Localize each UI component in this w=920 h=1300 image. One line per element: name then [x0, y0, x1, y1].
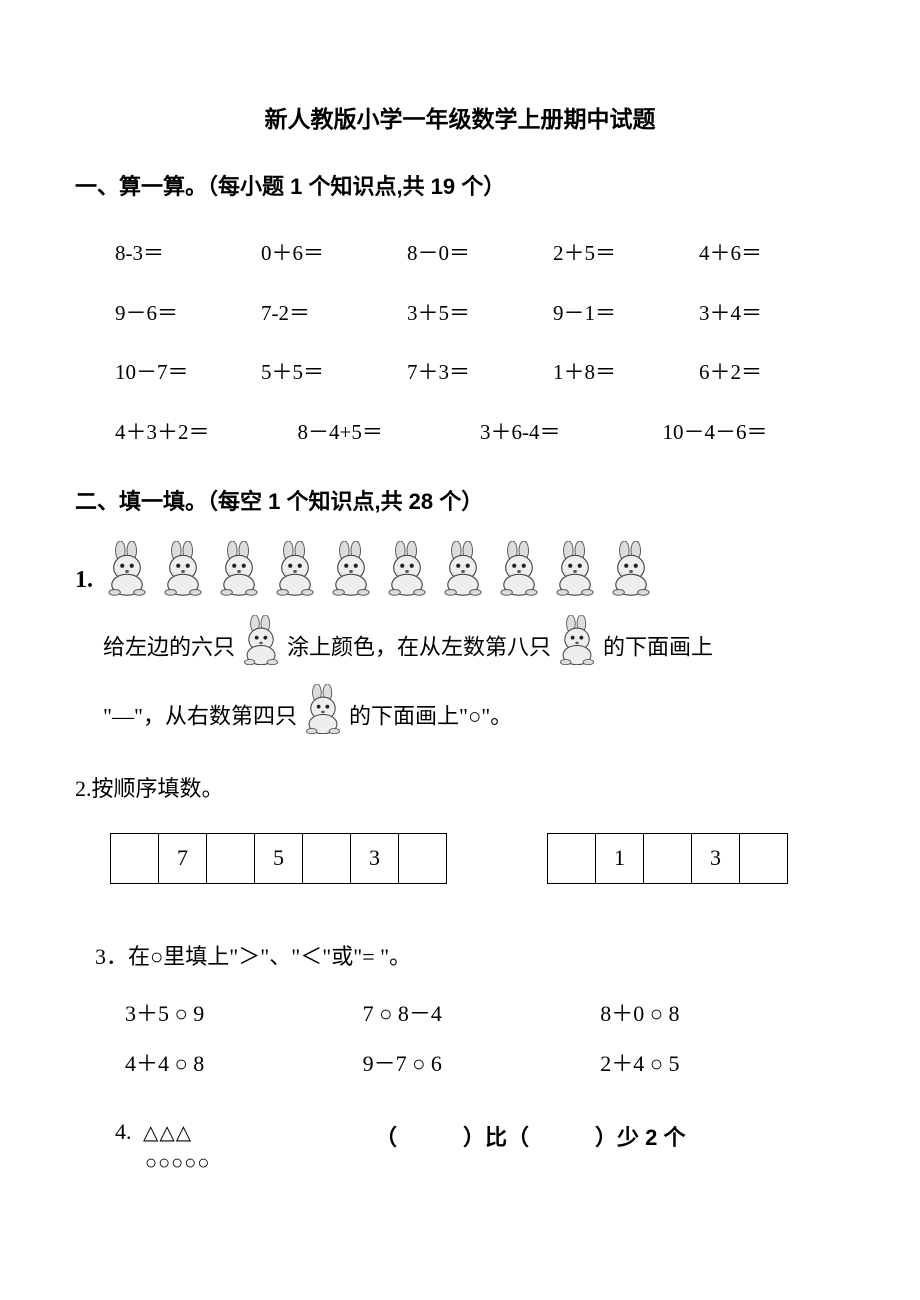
calc-cell: 8－0＝ [407, 226, 553, 281]
rabbit-icon [215, 541, 263, 596]
circles: ○○○○○ [145, 1152, 210, 1174]
compare-cell: 7 ○ 8－4 [363, 996, 601, 1028]
q4-text: （ ）比（ ）少 2 个 [375, 1118, 685, 1152]
compare-cell: 8＋0 ○ 8 [600, 996, 838, 1028]
compare-cell: 9－7 ○ 6 [363, 1046, 601, 1078]
calc-cell: 4＋3＋2＝ [115, 405, 298, 460]
rabbit-icon [555, 615, 599, 684]
calc-cell: 8－4+5＝ [298, 405, 481, 460]
compare-cell: 3＋5 ○ 9 [125, 996, 363, 1028]
q1-text-part: 涂上颜色，在从左数第八只 [287, 634, 551, 659]
question-1: 1. [75, 541, 845, 596]
q3-label: 3．在○里填上"＞"、"＜"或"= "。 [75, 939, 845, 971]
calc-cell: 5＋5＝ [261, 345, 407, 400]
seq-cell: 1 [596, 833, 644, 883]
compare-row: 4＋4 ○ 8 9－7 ○ 6 2＋4 ○ 5 [125, 1046, 845, 1078]
rabbit-icon [607, 541, 655, 596]
calc-cell: 2＋5＝ [553, 226, 699, 281]
rabbit-icon [271, 541, 319, 596]
calc-cell: 7-2＝ [261, 286, 407, 341]
rabbit-icon [103, 541, 151, 596]
calc-cell: 9－1＝ [553, 286, 699, 341]
calc-cell: 7＋3＝ [407, 345, 553, 400]
sequence-table-2: 13 [547, 833, 788, 884]
seq-cell [303, 833, 351, 883]
calc-cell: 0＋6＝ [261, 226, 407, 281]
seq-cell: 5 [255, 833, 303, 883]
seq-cell [644, 833, 692, 883]
rabbit-icon [551, 541, 599, 596]
seq-cell: 3 [351, 833, 399, 883]
calc-row: 9－6＝ 7-2＝ 3＋5＝ 9－1＝ 3＋4＝ [115, 286, 845, 341]
rabbit-row [103, 541, 655, 596]
q1-text-part: 给左边的六只 [103, 634, 235, 659]
calc-row: 8-3＝ 0＋6＝ 8－0＝ 2＋5＝ 4＋6＝ [115, 226, 845, 281]
q1-text-part: "—"，从右数第四只 [103, 703, 297, 728]
rabbit-icon [383, 541, 431, 596]
q1-text-part: 的下面画上 [603, 634, 713, 659]
seq-cell [207, 833, 255, 883]
compare-block: 3＋5 ○ 9 7 ○ 8－4 8＋0 ○ 8 4＋4 ○ 8 9－7 ○ 6 … [75, 996, 845, 1078]
compare-row: 3＋5 ○ 9 7 ○ 8－4 8＋0 ○ 8 [125, 996, 845, 1028]
rabbit-icon [239, 615, 283, 684]
seq-cell [740, 833, 788, 883]
rabbit-icon [159, 541, 207, 596]
compare-cell: 4＋4 ○ 8 [125, 1046, 363, 1078]
triangles: △△△ [143, 1122, 192, 1144]
seq-cell [111, 833, 159, 883]
calc-block: 8-3＝ 0＋6＝ 8－0＝ 2＋5＝ 4＋6＝ 9－6＝ 7-2＝ 3＋5＝ … [75, 226, 845, 459]
rabbit-icon [439, 541, 487, 596]
q4-number: 4. [115, 1119, 132, 1144]
rabbit-icon [301, 684, 345, 753]
calc-cell: 8-3＝ [115, 226, 261, 281]
calc-row: 10－7＝ 5＋5＝ 7＋3＝ 1＋8＝ 6＋2＝ [115, 345, 845, 400]
rabbit-icon [327, 541, 375, 596]
calc-cell: 9－6＝ [115, 286, 261, 341]
compare-cell: 2＋4 ○ 5 [600, 1046, 838, 1078]
page-title: 新人教版小学一年级数学上册期中试题 [75, 100, 845, 134]
calc-cell: 6＋2＝ [699, 345, 845, 400]
calc-cell: 3＋6-4＝ [480, 405, 663, 460]
sequence-table-1: 753 [110, 833, 447, 884]
calc-cell: 3＋5＝ [407, 286, 553, 341]
rabbit-icon [495, 541, 543, 596]
section1-header: 一、算一算。（每小题 1 个知识点,共 19 个） [75, 169, 845, 201]
seq-cell: 7 [159, 833, 207, 883]
q2-label: 2.按顺序填数。 [75, 771, 845, 803]
q1-number: 1. [75, 567, 93, 594]
seq-cell: 3 [692, 833, 740, 883]
seq-cell [548, 833, 596, 883]
section2-header: 二、填一填。（每空 1 个知识点,共 28 个） [75, 484, 845, 516]
calc-cell: 4＋6＝ [699, 226, 845, 281]
calc-row: 4＋3＋2＝ 8－4+5＝ 3＋6-4＝ 10－4－6＝ [115, 405, 845, 460]
calc-cell: 10－4－6＝ [663, 405, 846, 460]
question-4: 4. △△△ ○○○○○ （ ）比（ ）少 2 个 [75, 1118, 845, 1178]
calc-cell: 1＋8＝ [553, 345, 699, 400]
q1-text-part: 的下面画上"○"。 [349, 703, 512, 728]
tables-wrap: 753 13 [75, 833, 845, 884]
q1-text: 给左边的六只 涂上颜色，在从左数第八只 的下面画上 "—"，从右数第四只 的下面画上"… [75, 615, 845, 753]
seq-cell [399, 833, 447, 883]
calc-cell: 10－7＝ [115, 345, 261, 400]
calc-cell: 3＋4＝ [699, 286, 845, 341]
